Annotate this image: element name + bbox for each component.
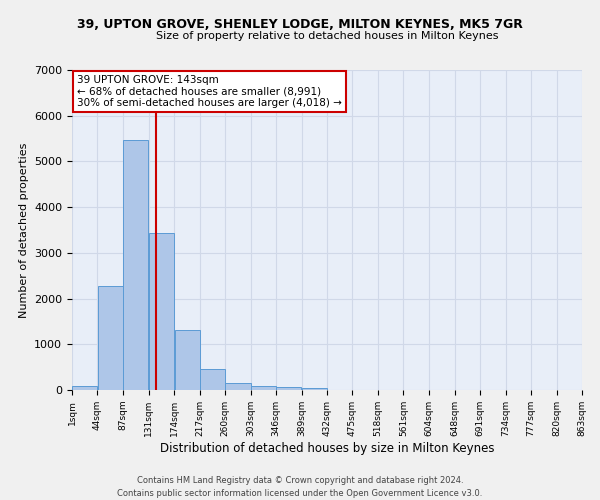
Bar [276, 388, 301, 390]
Text: 39 UPTON GROVE: 143sqm
← 68% of detached houses are smaller (8,991)
30% of semi-: 39 UPTON GROVE: 143sqm ← 68% of detached… [77, 75, 342, 108]
Title: Size of property relative to detached houses in Milton Keynes: Size of property relative to detached ho… [156, 32, 498, 42]
Bar [200, 369, 225, 390]
Bar [251, 386, 276, 390]
X-axis label: Distribution of detached houses by size in Milton Keynes: Distribution of detached houses by size … [160, 442, 494, 454]
Bar [72, 386, 97, 390]
Bar [123, 140, 148, 390]
Bar [226, 383, 251, 390]
Text: Contains HM Land Registry data © Crown copyright and database right 2024.
Contai: Contains HM Land Registry data © Crown c… [118, 476, 482, 498]
Text: 39, UPTON GROVE, SHENLEY LODGE, MILTON KEYNES, MK5 7GR: 39, UPTON GROVE, SHENLEY LODGE, MILTON K… [77, 18, 523, 30]
Bar [175, 330, 200, 390]
Bar [98, 286, 123, 390]
Bar [149, 232, 174, 390]
Y-axis label: Number of detached properties: Number of detached properties [19, 142, 29, 318]
Bar [302, 388, 327, 390]
